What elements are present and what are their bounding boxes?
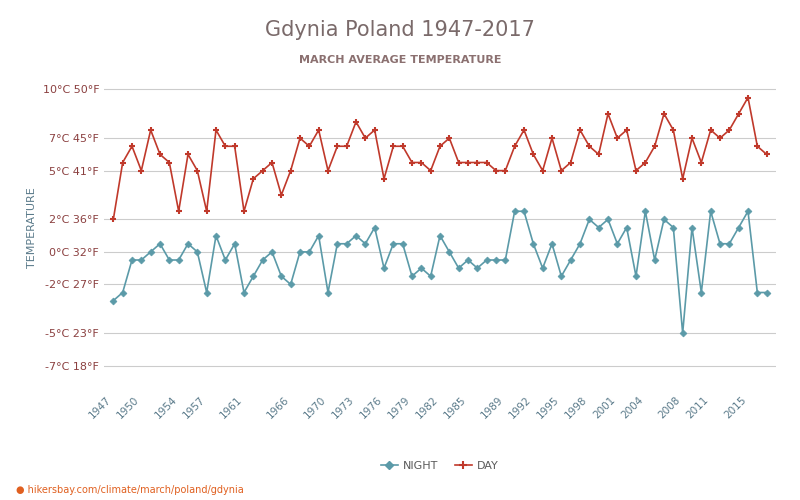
Text: MARCH AVERAGE TEMPERATURE: MARCH AVERAGE TEMPERATURE: [298, 55, 502, 65]
Legend: NIGHT, DAY: NIGHT, DAY: [377, 456, 503, 475]
Text: ● hikersbay.com/climate/march/poland/gdynia: ● hikersbay.com/climate/march/poland/gdy…: [16, 485, 244, 495]
Y-axis label: TEMPERATURE: TEMPERATURE: [27, 187, 37, 268]
Text: Gdynia Poland 1947-2017: Gdynia Poland 1947-2017: [265, 20, 535, 40]
